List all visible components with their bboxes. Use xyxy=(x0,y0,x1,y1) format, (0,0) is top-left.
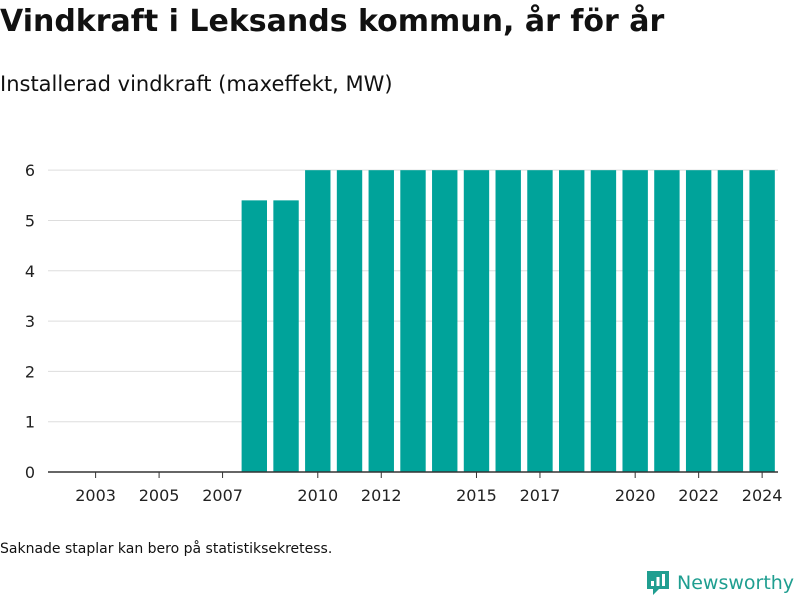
axes: 0 1 2 3 4 5 6 2003 2005 2007 2010 2012 2015 2017 2020 2… xyxy=(25,161,783,505)
x-tick-label: 2012 xyxy=(361,486,402,505)
y-tick-label: 1 xyxy=(25,413,35,432)
bar-2010[interactable] xyxy=(305,170,331,472)
x-tick-label: 2024 xyxy=(742,486,783,505)
bar-2011[interactable] xyxy=(336,170,363,472)
newsworthy-logo-icon xyxy=(647,571,669,595)
bar-2008[interactable] xyxy=(241,200,267,472)
bar-2024[interactable] xyxy=(749,170,775,472)
chart-title: Vindkraft i Leksands kommun, år för år xyxy=(0,4,665,39)
y-tick-label: 6 xyxy=(25,161,35,180)
x-tick-label: 2005 xyxy=(139,486,180,505)
y-tick-label: 5 xyxy=(25,211,35,230)
y-tick-label: 2 xyxy=(25,362,35,381)
x-tick-label: 2022 xyxy=(678,486,719,505)
x-tick-label: 2003 xyxy=(75,486,116,505)
bar-2022[interactable] xyxy=(685,170,712,472)
bar-2021[interactable] xyxy=(654,170,680,472)
bar-chart: 0 1 2 3 4 5 6 2003 2005 2007 2010 2012 2015 2017 2020 2… xyxy=(25,161,783,505)
x-tick-label: 2007 xyxy=(202,486,243,505)
bar-2017[interactable] xyxy=(527,170,553,472)
footnote: Saknade staplar kan bero på statistiksek… xyxy=(0,541,333,557)
y-tick-label: 4 xyxy=(25,262,35,281)
y-tick-label: 0 xyxy=(25,463,35,482)
bar-2014[interactable] xyxy=(432,170,458,472)
bar-2020[interactable] xyxy=(622,170,648,472)
bar-2019[interactable] xyxy=(590,170,617,472)
x-tick-label: 2015 xyxy=(456,486,497,505)
bar-2023[interactable] xyxy=(717,170,744,472)
y-tick-label: 3 xyxy=(25,312,35,331)
bar-2018[interactable] xyxy=(559,170,585,472)
newsworthy-logo[interactable]: Newsworthy xyxy=(645,569,794,597)
x-tick-label: 2017 xyxy=(520,486,561,505)
bars xyxy=(241,170,775,472)
bar-2015[interactable] xyxy=(463,170,490,472)
bar-2013[interactable] xyxy=(400,170,426,472)
chart-subtitle: Installerad vindkraft (maxeffekt, MW) xyxy=(0,72,393,96)
bar-2016[interactable] xyxy=(495,170,521,472)
bar-2009[interactable] xyxy=(273,200,299,472)
x-tick-label: 2010 xyxy=(297,486,338,505)
brand-name: Newsworthy xyxy=(677,572,795,594)
x-tick-label: 2020 xyxy=(615,486,656,505)
bar-2012[interactable] xyxy=(368,170,394,472)
